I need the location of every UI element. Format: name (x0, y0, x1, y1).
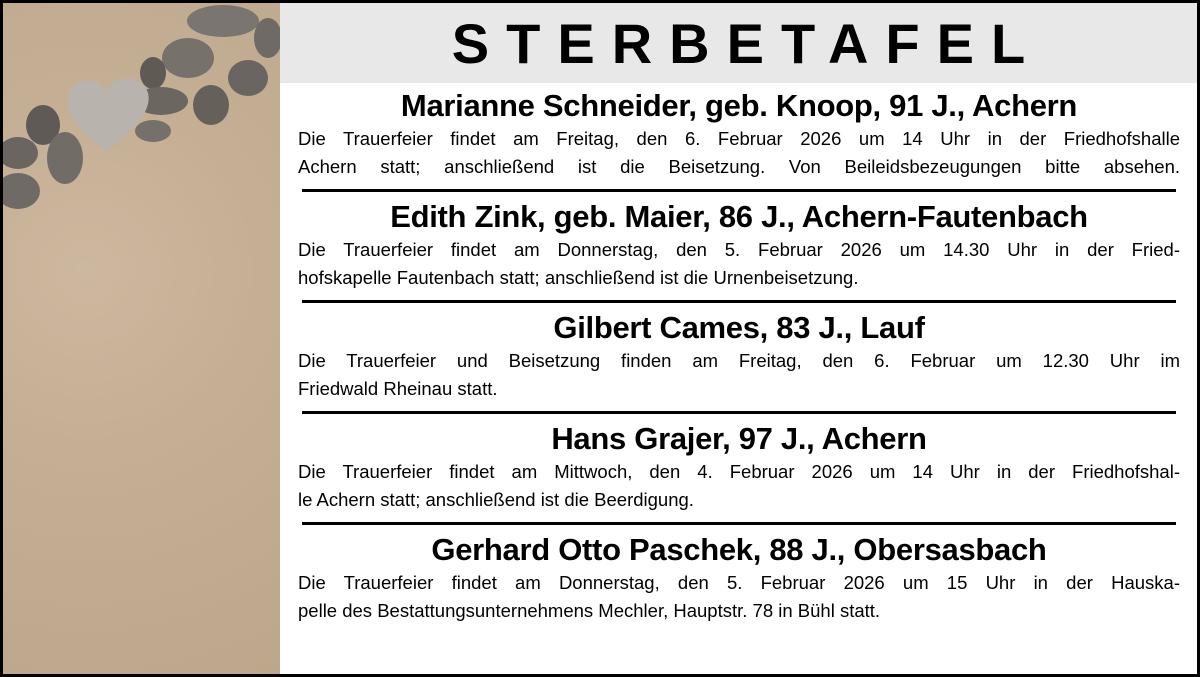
service-details-line: Die Trauerfeier und Beisetzung finden am… (298, 350, 1180, 371)
divider (302, 300, 1176, 303)
obituary-board: STERBETAFEL Marianne Schneider, geb. Kno… (3, 3, 1197, 674)
service-details-line: Die Trauerfeier findet am Donnerstag, de… (298, 572, 1180, 593)
sand-stones-heart-photo (3, 3, 280, 674)
service-details-line: le Achern statt; anschließend ist die Be… (298, 489, 694, 510)
deceased-name: Gerhard Otto Paschek, 88 J., Obersasbach (431, 532, 1047, 567)
service-details-line: pelle des Bestattungsunternehmens Mechle… (298, 600, 881, 621)
divider (302, 189, 1176, 192)
deceased-name: Edith Zink, geb. Maier, 86 J., Achern-Fa… (390, 199, 1088, 234)
service-details-line: hofskapelle Fautenbach statt; anschließe… (298, 267, 859, 288)
deceased-name: Hans Grajer, 97 J., Achern (551, 421, 927, 456)
service-details-line: Die Trauerfeier findet am Mittwoch, den … (298, 461, 1180, 482)
obituary-entry: Gilbert Cames, 83 J., Lauf Die Trauerfeie… (298, 309, 1180, 403)
service-details-line: Friedwald Rheinau statt. (298, 378, 498, 399)
obituary-entry: Marianne Schneider, geb. Knoop, 91 J., A… (298, 87, 1180, 181)
deceased-name: Marianne Schneider, geb. Knoop, 91 J., A… (400, 88, 1078, 123)
service-details-line: Achern statt; anschließend ist die Beise… (298, 156, 1180, 177)
obituary-entry: Gerhard Otto Paschek, 88 J., Obersasbach… (298, 531, 1180, 625)
entries-list: Marianne Schneider, geb. Knoop, 91 J., A… (298, 83, 1180, 625)
divider (302, 522, 1176, 525)
obituary-entry: Edith Zink, geb. Maier, 86 J., Achern-Fa… (298, 198, 1180, 292)
deceased-name: Gilbert Cames, 83 J., Lauf (553, 310, 925, 345)
page-title: STERBETAFEL (451, 11, 1043, 75)
service-details-line: Die Trauerfeier findet am Donnerstag, de… (298, 239, 1180, 260)
obituary-entry: Hans Grajer, 97 J., Achern Die Trauerfeie… (298, 420, 1180, 514)
header-band: STERBETAFEL (280, 3, 1197, 83)
divider (302, 411, 1176, 414)
service-details-line: Die Trauerfeier findet am Freitag, den 6… (298, 128, 1180, 149)
